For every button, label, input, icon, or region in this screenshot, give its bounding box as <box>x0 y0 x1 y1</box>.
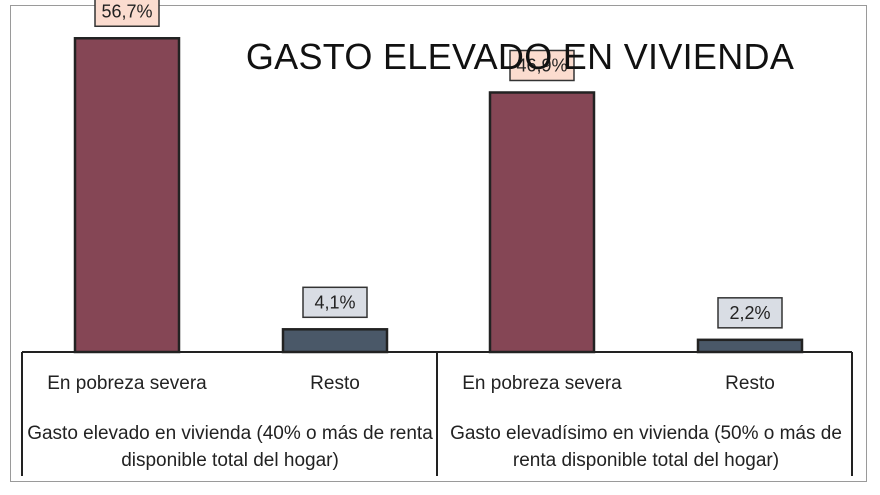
bar <box>73 37 181 354</box>
category-label: Resto <box>725 373 775 394</box>
data-label-box <box>94 0 160 28</box>
category-label: Resto <box>310 373 360 394</box>
category-label: En pobreza severa <box>47 373 207 394</box>
bar <box>488 91 596 354</box>
data-label: 2,2% <box>729 303 770 323</box>
data-label: 4,1% <box>314 292 355 312</box>
data-label-box <box>717 297 783 329</box>
data-label-box <box>509 49 575 82</box>
bar <box>696 338 804 354</box>
chart-title: GASTO ELEVADO EN VIVIENDA <box>245 36 795 77</box>
data-label-box <box>302 286 368 319</box>
category-label: En pobreza severa <box>462 373 622 394</box>
data-label: 56,7% <box>101 1 152 21</box>
group-label: Gasto elevado en vivienda (40% o más de … <box>27 423 433 471</box>
bar <box>281 328 389 354</box>
data-label: 46,9% <box>516 55 567 75</box>
group-label: Gasto elevadísimo en vivienda (50% o más… <box>450 423 842 471</box>
